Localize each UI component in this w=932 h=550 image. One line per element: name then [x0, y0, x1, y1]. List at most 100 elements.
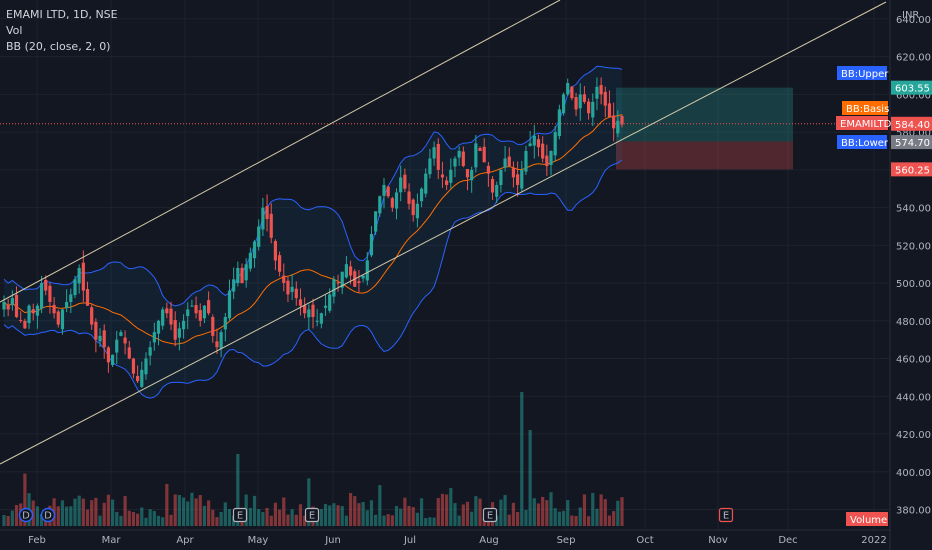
volume-bar	[323, 503, 328, 526]
volume-bar	[277, 509, 282, 526]
candle-body	[181, 320, 186, 330]
candle-body	[19, 320, 23, 322]
x-tick-label: Aug	[479, 535, 499, 546]
volume-bar	[453, 503, 457, 526]
candle-body	[27, 305, 31, 324]
volume-bar	[415, 512, 419, 526]
volume-bar	[207, 500, 211, 526]
volume-bar	[177, 494, 181, 526]
volume-bar	[90, 500, 94, 526]
volume-bar	[273, 502, 278, 526]
volume-bar	[286, 514, 290, 526]
event-marker-label: E	[309, 511, 315, 522]
price-tag-box	[891, 162, 932, 177]
bb-basis-line	[3, 114, 623, 345]
time-axis[interactable]: Feb Mar Apr May Jun Jul Aug Sep Oct Nov Dec 2022	[0, 529, 890, 546]
bb-upper-tag-box	[837, 66, 887, 80]
event-marker-d: D	[40, 507, 56, 523]
price-tag-text: 584.40	[895, 120, 930, 131]
y-tick-label: 380.00	[896, 506, 931, 517]
volume-bar	[344, 515, 349, 526]
event-marker-d: D	[18, 507, 34, 523]
y-tick-label: 500.00	[896, 279, 931, 290]
candle-body	[532, 135, 536, 146]
candle-body	[616, 120, 620, 134]
y-tick-label: 620.00	[896, 53, 931, 64]
x-tick-label: Sep	[557, 535, 576, 546]
candle-body	[599, 85, 603, 95]
trend-channel[interactable]	[0, 0, 887, 465]
volume-bar	[603, 499, 607, 526]
candle-body	[545, 155, 549, 167]
volume-bar	[10, 510, 14, 526]
bb-indicator-label[interactable]: BB (20, close, 2, 0)	[6, 40, 111, 53]
candle-body	[10, 298, 14, 306]
candle-body	[319, 313, 323, 324]
currency-label: INR	[902, 10, 919, 21]
candle-body	[211, 317, 215, 336]
candle-body	[31, 309, 35, 314]
candle-body	[215, 341, 219, 348]
volume-bar	[332, 503, 336, 526]
volume-tag-box	[846, 512, 888, 526]
x-tick-label: Dec	[778, 535, 797, 546]
candle-body	[94, 321, 98, 340]
candle-body	[269, 213, 273, 238]
symbol-tag-text: EMAMILTD	[840, 119, 892, 130]
candle-body	[386, 186, 390, 197]
x-tick-label: Mar	[102, 535, 122, 546]
volume-bar	[248, 507, 252, 526]
candle-body	[561, 94, 566, 114]
y-tick-label: 480.00	[896, 317, 931, 328]
volume-bar	[261, 512, 265, 526]
volume-bar	[303, 515, 307, 526]
volume-bar	[282, 497, 286, 526]
candle-body	[77, 267, 81, 284]
position-profit-zone	[616, 87, 793, 142]
candle-body	[2, 301, 6, 310]
x-tick-label: Jun	[324, 535, 341, 546]
candle-body	[282, 275, 286, 284]
candle-body	[549, 150, 553, 165]
candle-body	[44, 279, 48, 291]
volume-bar	[56, 506, 60, 526]
volume-bar	[110, 499, 115, 526]
candle-body	[378, 196, 382, 214]
candle-body	[524, 150, 528, 172]
volume-bar	[186, 501, 190, 526]
price-tag-box	[891, 135, 932, 150]
vol-indicator-label[interactable]: Vol	[6, 24, 23, 37]
volume-bar	[69, 506, 73, 526]
candle-body	[69, 294, 73, 302]
candlesticks	[2, 77, 624, 388]
candle-body	[340, 271, 344, 288]
price-axis[interactable]: 380.00 400.00 420.00 440.00 460.00 480.00 500.…	[889, 0, 931, 550]
candle-body	[140, 369, 144, 387]
volume-bar	[457, 515, 461, 526]
volume-bar	[236, 454, 240, 526]
candle-body	[374, 211, 378, 232]
candle-body	[219, 332, 223, 349]
volume-bar	[307, 478, 311, 526]
candle-body	[177, 328, 181, 338]
candle-body	[127, 347, 131, 359]
symbol-title[interactable]: EMAMI LTD, 1D, NSE	[6, 8, 118, 21]
volume-bar	[499, 499, 503, 526]
candle-body	[56, 311, 60, 325]
candle-body	[223, 317, 227, 330]
earnings-icon	[718, 507, 734, 523]
candle-body	[173, 320, 177, 340]
candle-body	[407, 191, 411, 204]
event-marker-e: E	[304, 507, 320, 523]
volume-bar	[290, 509, 294, 526]
volume-bar	[553, 508, 557, 526]
bb-upper-tag-text: BB:Upper	[841, 69, 889, 80]
bb-lower-tag-box	[837, 135, 887, 149]
candle-body	[102, 330, 106, 348]
volume-bar	[561, 510, 566, 526]
volume-tag-text: Volume	[850, 515, 887, 526]
candle-body	[277, 255, 282, 272]
volume-bar	[298, 504, 303, 526]
